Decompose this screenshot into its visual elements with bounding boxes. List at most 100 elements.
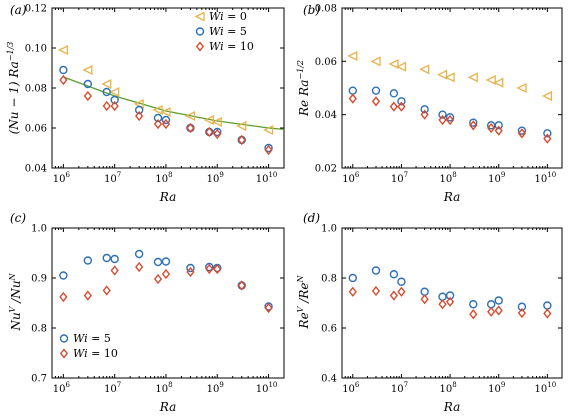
legend-label: Wi = 10 [209, 40, 254, 53]
data-point [397, 97, 406, 106]
legend-marker [195, 41, 205, 52]
y-tick-label: 0.8 [31, 324, 47, 335]
y-tick-label: 0.08 [25, 84, 47, 95]
legend-marker [59, 348, 69, 359]
x-tick-label: 1010 [256, 381, 278, 395]
y-tick-label: 0.7 [31, 374, 47, 385]
y-tick-label: 0.8 [321, 274, 337, 285]
data-point [388, 58, 399, 70]
data-point [236, 120, 247, 132]
panel-label: (a) [10, 3, 27, 17]
data-point [469, 120, 478, 131]
data-point [101, 78, 112, 90]
y-tick-label: 0.04 [25, 164, 47, 175]
data-point [494, 305, 503, 316]
y-axis-label: NuV /NuN [8, 272, 23, 331]
data-point [517, 302, 527, 311]
y-tick-label: 0.4 [321, 374, 337, 385]
data-point [83, 290, 92, 301]
series-wi10 [348, 285, 552, 320]
data-point [517, 126, 527, 135]
data-point [420, 105, 429, 114]
x-axis-label: Ra [443, 190, 460, 204]
data-point [445, 296, 455, 307]
y-tick-label: 0.06 [315, 57, 337, 68]
data-point [102, 87, 111, 97]
data-point [371, 285, 381, 297]
data-point [348, 286, 357, 297]
series-wi10 [59, 74, 273, 156]
data-point [83, 90, 92, 102]
data-point [543, 301, 552, 310]
data-point [110, 100, 119, 112]
data-point [153, 257, 163, 267]
data-point [213, 128, 222, 140]
data-point [203, 114, 214, 126]
data-point [134, 249, 144, 259]
data-point [59, 271, 68, 280]
data-point [153, 273, 163, 285]
panel-d: 106 107 108 109 1010 0.4 0.6 0.8 1.0(d) Ra ReV /Re… [296, 211, 563, 414]
data-point [205, 126, 214, 138]
panel-a: 106 107 108 109 1010 0.04 0.06 0.08 0.10 0.12(a) R… [6, 3, 285, 204]
data-point [445, 113, 455, 122]
data-point [83, 256, 93, 265]
y-tick-label: 0.06 [25, 124, 47, 135]
data-point [237, 134, 246, 146]
data-point [517, 307, 527, 319]
data-point [59, 74, 68, 86]
x-tick-label: 109 [488, 381, 505, 395]
data-point [420, 109, 429, 120]
data-point [438, 114, 447, 126]
data-point [134, 105, 144, 115]
y-tick-label: 0.9 [31, 274, 47, 285]
panel-b: 106 107 108 109 1010 0.02 0.04 0.06 0.08(b) Ra Re … [296, 3, 563, 204]
data-point [397, 286, 406, 297]
x-tick-label: 1010 [535, 171, 557, 185]
x-tick-label: 108 [439, 381, 456, 395]
data-point [186, 266, 195, 278]
data-point [487, 306, 496, 317]
axes-frame [51, 227, 285, 379]
x-tick-label: 107 [104, 171, 121, 185]
data-point [389, 290, 398, 301]
axes-frame [341, 227, 563, 379]
series-wi0 [347, 50, 553, 102]
data-point [264, 144, 273, 156]
data-point [371, 266, 381, 275]
legend-label: Wi = 10 [73, 347, 118, 360]
data-point [397, 101, 406, 112]
x-tick-label: 109 [207, 381, 224, 395]
data-point [485, 74, 496, 86]
data-point [487, 122, 496, 134]
data-point [494, 296, 503, 305]
panel-label: (d) [303, 211, 320, 225]
data-point [438, 299, 447, 310]
panel-label: (b) [303, 3, 320, 17]
data-point [263, 124, 274, 136]
data-point [161, 268, 171, 280]
series-wi10 [348, 93, 552, 144]
data-point [152, 104, 163, 116]
data-point [110, 265, 119, 276]
data-point [213, 263, 222, 275]
data-point [109, 86, 120, 98]
x-tick-label: 1010 [535, 381, 557, 395]
data-point [543, 308, 552, 319]
data-point [110, 95, 119, 105]
data-point [211, 116, 222, 128]
series-wi5 [348, 266, 552, 311]
legend-label: Wi = 5 [209, 25, 247, 38]
data-point [348, 93, 357, 104]
legend: Wi = 0 Wi = 5 Wi = 10 [194, 10, 254, 53]
data-point [389, 89, 399, 98]
data-point [493, 77, 504, 88]
x-tick-label: 109 [488, 171, 505, 185]
data-point [153, 113, 163, 123]
data-point [82, 64, 93, 76]
data-point [213, 127, 222, 137]
x-tick-label: 109 [207, 171, 224, 185]
axes-frame [341, 7, 563, 169]
data-point [348, 86, 357, 95]
